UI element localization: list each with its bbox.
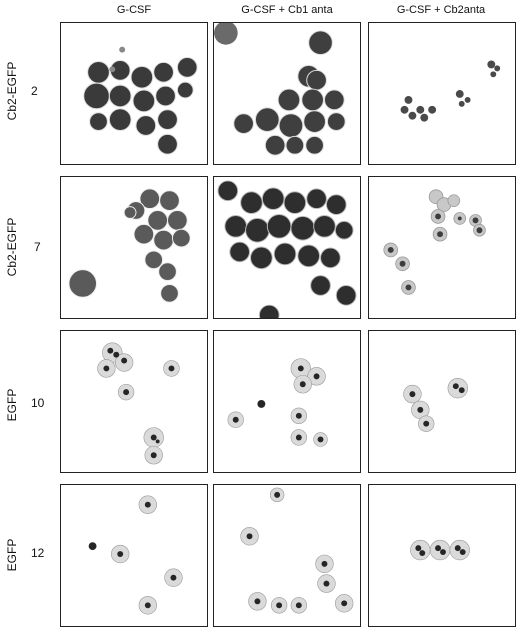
micrograph-panel — [60, 22, 208, 165]
row-label-3: EGFP 10 — [0, 330, 58, 480]
micrograph-panel — [213, 176, 361, 319]
micrograph-panel — [60, 330, 208, 473]
row-label-4: EGFP 12 — [0, 484, 58, 634]
row-construct-label: EGFP — [5, 388, 19, 422]
column-header-gcsf-cb2anta: G-CSF + Cb2anta — [396, 4, 486, 16]
row-day-label: 10 — [31, 396, 45, 410]
row-label-1: Cb2-EGFP 2 — [0, 20, 58, 170]
micrograph-panel — [213, 330, 361, 473]
micrograph-panel — [368, 176, 516, 319]
row-construct-label: EGFP — [5, 538, 19, 572]
column-header-gcsf-cb1-anta: G-CSF + Cb1 anta — [241, 4, 333, 16]
row-day-label: 12 — [31, 546, 45, 560]
micrograph-panel — [368, 22, 516, 165]
row-construct-label: Cb2-EGFP — [5, 61, 19, 121]
row-label-2: Cb2-EGFP 7 — [0, 176, 58, 326]
micrograph-panel — [213, 22, 361, 165]
row-day-label: 7 — [34, 240, 41, 254]
micrograph-panel — [60, 484, 208, 627]
column-header-gcsf: G-CSF — [116, 4, 152, 16]
micrograph-panel — [60, 176, 208, 319]
micrograph-panel — [368, 484, 516, 627]
row-day-label: 2 — [31, 84, 38, 98]
row-construct-label: Cb2-EGFP — [5, 217, 19, 277]
micrograph-panel — [213, 484, 361, 627]
micrograph-panel — [368, 330, 516, 473]
